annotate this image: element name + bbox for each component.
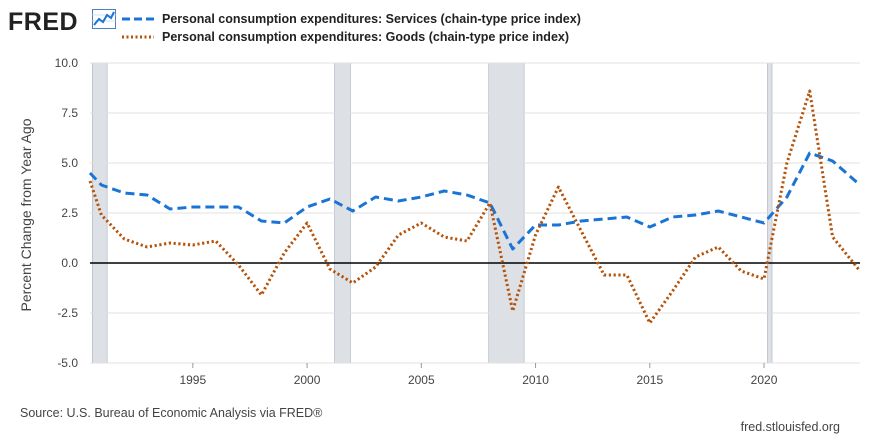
x-tick-label: 2015 xyxy=(636,373,663,387)
y-tick-label: 7.5 xyxy=(61,106,78,120)
y-tick-label: 10.0 xyxy=(55,56,79,70)
goods-legend-swatch xyxy=(122,35,154,39)
legend-item-services[interactable]: Personal consumption expenditures: Servi… xyxy=(122,11,581,27)
x-axis-ticks: 1995 2000 2005 2010 2015 2020 xyxy=(179,363,778,387)
x-tick-label: 1995 xyxy=(179,373,206,387)
y-tick-label: -2.5 xyxy=(57,306,78,320)
trend-line-icon xyxy=(92,9,116,29)
goods-legend-label: Personal consumption expenditures: Goods… xyxy=(162,30,570,44)
grid-lines xyxy=(90,62,860,364)
y-tick-label: 5.0 xyxy=(61,156,78,170)
services-line xyxy=(88,151,861,251)
x-tick-label: 2000 xyxy=(294,373,321,387)
y-tick-label: 0.0 xyxy=(61,256,78,270)
x-tick-label: 2005 xyxy=(408,373,435,387)
legend-item-goods[interactable]: Personal consumption expenditures: Goods… xyxy=(122,29,569,45)
y-tick-label: 2.5 xyxy=(61,206,78,220)
site-url[interactable]: fred.stlouisfed.org xyxy=(740,420,840,434)
y-axis-ticks: -5.0 -2.5 0.0 2.5 5.0 7.5 10.0 xyxy=(55,56,79,370)
y-tick-label: -5.0 xyxy=(57,356,78,370)
services-legend-swatch xyxy=(122,17,154,21)
source-note: Source: U.S. Bureau of Economic Analysis… xyxy=(20,406,323,420)
chart-header: FRED Personal consumption expenditures: … xyxy=(0,0,880,50)
x-tick-label: 2010 xyxy=(522,373,549,387)
series-lines xyxy=(88,89,862,325)
services-legend-label: Personal consumption expenditures: Servi… xyxy=(162,12,581,26)
goods-line xyxy=(88,89,862,325)
y-axis-label: Percent Change from Year Ago xyxy=(18,118,34,311)
fred-logo[interactable]: FRED xyxy=(8,8,79,36)
x-tick-label: 2020 xyxy=(751,373,778,387)
line-chart[interactable]: -5.0 -2.5 0.0 2.5 5.0 7.5 10.0 1995 2000 2005 201… xyxy=(0,0,880,400)
